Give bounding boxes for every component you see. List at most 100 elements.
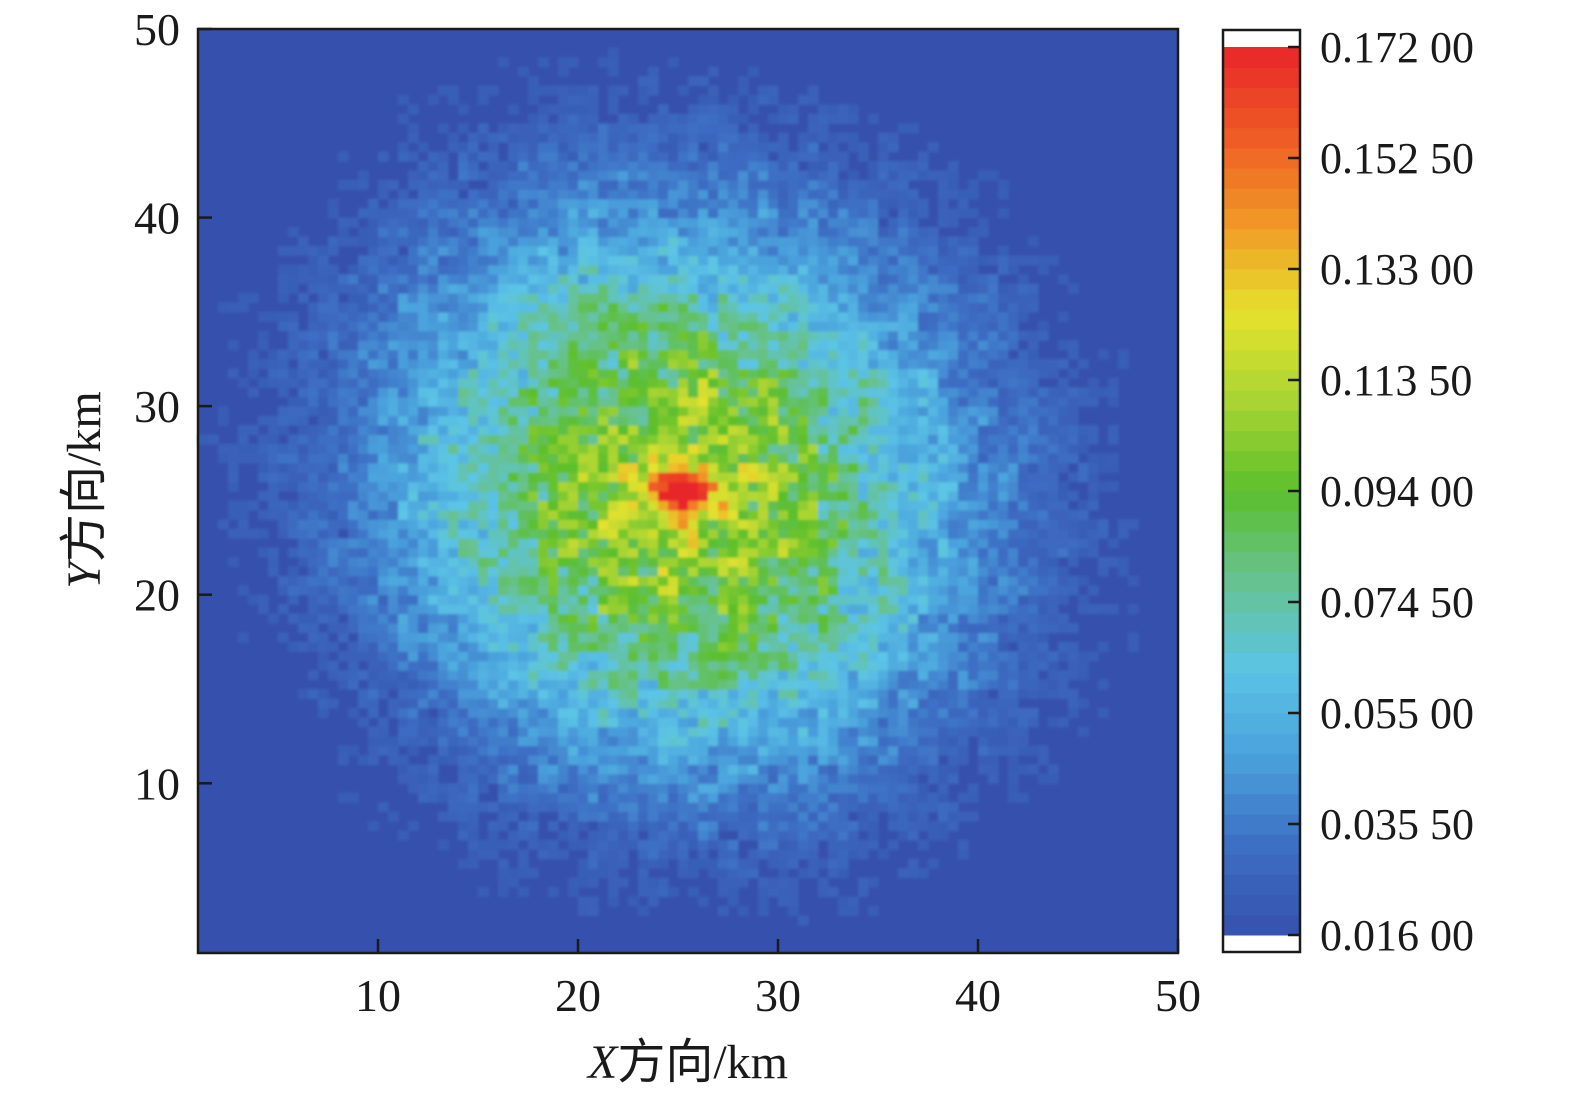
heatmap-cell <box>458 755 469 766</box>
heatmap-cell <box>538 594 549 605</box>
heatmap-cell <box>408 745 419 756</box>
heatmap-cell <box>608 396 619 407</box>
heatmap-cell <box>748 462 759 473</box>
heatmap-cell <box>698 585 709 596</box>
heatmap-cell <box>398 255 409 266</box>
heatmap-cell <box>588 868 599 879</box>
heatmap-cell <box>908 811 919 822</box>
heatmap-cell <box>858 849 869 860</box>
heatmap-cell <box>818 349 829 360</box>
heatmap-cell <box>738 698 749 709</box>
heatmap-cell <box>818 764 829 775</box>
heatmap-cell <box>468 481 479 492</box>
heatmap-cell <box>738 132 749 143</box>
heatmap-cell <box>848 726 859 737</box>
heatmap-cell <box>298 330 309 341</box>
heatmap-cell <box>688 151 699 162</box>
heatmap-cell <box>388 670 399 681</box>
heatmap-cell <box>568 406 579 417</box>
heatmap-cell <box>918 491 929 502</box>
heatmap-cell <box>728 387 739 398</box>
heatmap-cell <box>928 415 939 426</box>
heatmap-cell <box>798 679 809 690</box>
heatmap-cell <box>418 330 429 341</box>
heatmap-cell <box>348 179 359 190</box>
heatmap-cell <box>548 849 559 860</box>
heatmap-cell <box>468 274 479 285</box>
heatmap-cell <box>678 255 689 266</box>
heatmap-cell <box>698 113 709 124</box>
heatmap-cell <box>628 274 639 285</box>
heatmap-cell <box>238 434 249 445</box>
heatmap-cell <box>808 151 819 162</box>
heatmap-cell <box>248 387 259 398</box>
heatmap-cell <box>828 113 839 124</box>
heatmap-cell <box>338 217 349 228</box>
heatmap-cell <box>828 208 839 219</box>
heatmap-cell <box>928 698 939 709</box>
heatmap-cell <box>828 151 839 162</box>
heatmap-cell <box>918 481 929 492</box>
heatmap-cell <box>358 283 369 294</box>
heatmap-cell <box>738 245 749 256</box>
heatmap-cell <box>338 179 349 190</box>
heatmap-cell <box>388 509 399 520</box>
heatmap-cell <box>598 764 609 775</box>
heatmap-cell <box>728 623 739 634</box>
heatmap-cell <box>918 293 929 304</box>
heatmap-cell <box>498 821 509 832</box>
heatmap-cell <box>888 491 899 502</box>
heatmap-cell <box>808 406 819 417</box>
heatmap-cell <box>758 264 769 275</box>
heatmap-cell <box>528 302 539 313</box>
heatmap-cell <box>478 660 489 671</box>
heatmap-cell <box>778 283 789 294</box>
heatmap-cell <box>838 425 849 436</box>
heatmap-cell <box>798 415 809 426</box>
heatmap-cell <box>478 217 489 228</box>
heatmap-cell <box>638 359 649 370</box>
heatmap-cell <box>328 623 339 634</box>
heatmap-cell <box>618 585 629 596</box>
heatmap-cell <box>428 670 439 681</box>
heatmap-cell <box>538 839 549 850</box>
heatmap-cell <box>348 453 359 464</box>
heatmap-cell <box>908 161 919 172</box>
heatmap-cell <box>598 509 609 520</box>
heatmap-cell <box>828 236 839 247</box>
heatmap-cell <box>868 557 879 568</box>
heatmap-cell <box>868 189 879 200</box>
heatmap-cell <box>578 443 589 454</box>
heatmap-cell <box>508 594 519 605</box>
heatmap-cell <box>568 113 579 124</box>
heatmap-cell <box>698 217 709 228</box>
heatmap-cell <box>358 613 369 624</box>
heatmap-cell <box>718 594 729 605</box>
heatmap-cell <box>788 151 799 162</box>
heatmap-cell <box>388 217 399 228</box>
heatmap-cell <box>828 227 839 238</box>
heatmap-cell <box>478 340 489 351</box>
heatmap-cell <box>728 123 739 134</box>
heatmap-cell <box>818 726 829 737</box>
heatmap-cell <box>538 151 549 162</box>
heatmap-cell <box>538 170 549 181</box>
heatmap-cell <box>848 519 859 530</box>
heatmap-cell <box>588 453 599 464</box>
heatmap-cell <box>908 783 919 794</box>
heatmap-cell <box>568 179 579 190</box>
heatmap-cell <box>888 255 899 266</box>
heatmap-cell <box>898 368 909 379</box>
heatmap-cell <box>748 161 759 172</box>
heatmap-cell <box>288 472 299 483</box>
heatmap-cell <box>558 764 569 775</box>
heatmap-cell <box>828 434 839 445</box>
heatmap-cell <box>508 396 519 407</box>
heatmap-cell <box>378 443 389 454</box>
heatmap-cell <box>948 613 959 624</box>
heatmap-cell <box>848 491 859 502</box>
heatmap-cell <box>338 481 349 492</box>
heatmap-cell <box>878 142 889 153</box>
heatmap-cell <box>638 264 649 275</box>
heatmap-cell <box>868 660 879 671</box>
